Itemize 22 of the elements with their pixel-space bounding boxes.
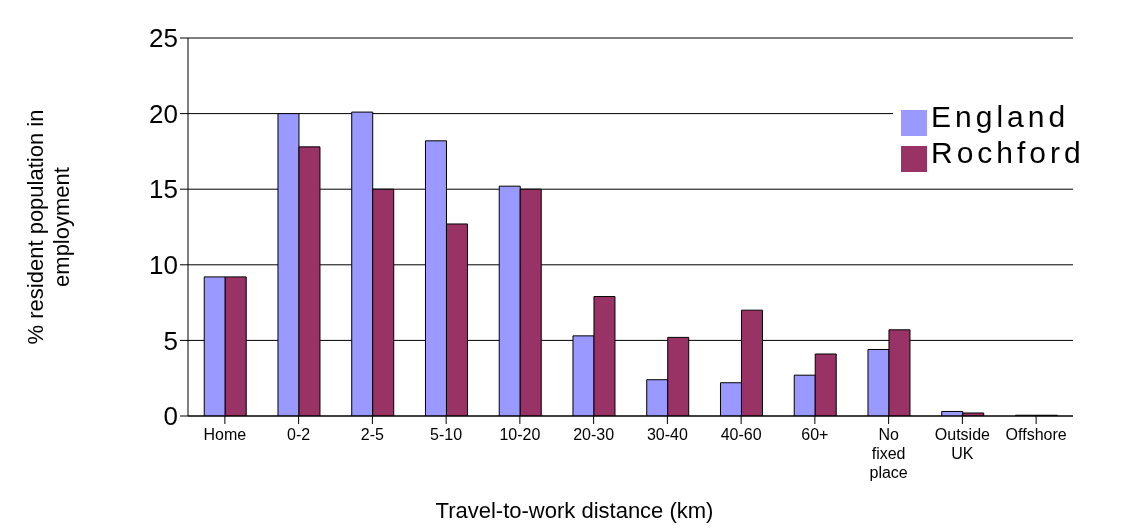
x-tick-label: Offshore [1005, 426, 1067, 443]
x-tick-label: Home [203, 426, 247, 443]
y-tick-label: 25 [149, 23, 178, 54]
x-tick-label: 40-60 [720, 426, 762, 443]
y-axis-title: % resident population in employment [23, 109, 74, 345]
x-tick-label: No fixed place [869, 426, 908, 481]
x-tick-label: 30-40 [646, 426, 688, 443]
legend-label: Rochford [931, 135, 1085, 169]
y-tick-label: 0 [163, 401, 178, 432]
x-tick-label: 20-30 [573, 426, 615, 443]
x-tick-label: 0-2 [287, 426, 311, 443]
x-tick-label: Outside UK [934, 426, 991, 462]
x-axis-title: Travel-to-work distance (km) [435, 498, 714, 523]
y-tick-label: 5 [163, 325, 178, 356]
y-tick-label: 15 [149, 174, 178, 205]
x-tick-label: 2-5 [360, 426, 385, 443]
x-tick-label: 60+ [801, 426, 829, 443]
y-tick-label: 10 [149, 250, 178, 281]
x-tick-label: 5-10 [430, 426, 463, 443]
y-tick-label: 20 [149, 98, 178, 129]
x-tick-label: 10-20 [499, 426, 541, 443]
legend-label: England [931, 100, 1070, 133]
